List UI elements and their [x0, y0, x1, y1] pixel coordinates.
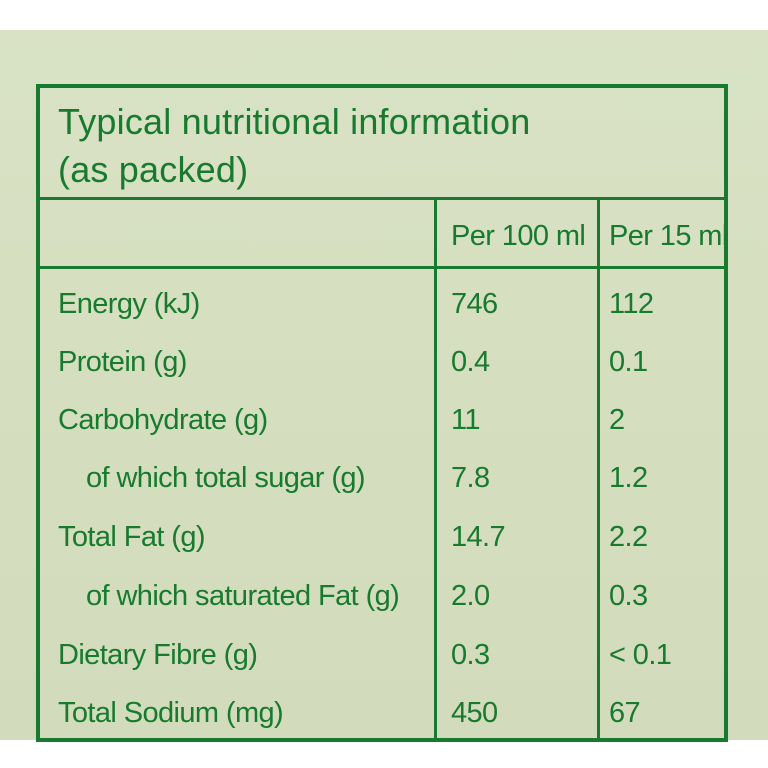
column-divider	[434, 200, 437, 738]
row-value-per-100ml: 450	[451, 697, 498, 729]
row-value-per-15ml: 0.3	[609, 580, 648, 612]
row-value-per-15ml: 0.1	[609, 346, 648, 378]
row-label: Protein (g)	[58, 346, 187, 378]
table-title: Typical nutritional information (as pack…	[40, 88, 724, 200]
header-per-100ml: Per 100 ml	[451, 220, 586, 252]
row-value-per-100ml: 11	[451, 404, 481, 436]
row-value-per-100ml: 0.3	[451, 639, 490, 671]
row-value-per-100ml: 7.8	[451, 462, 490, 494]
row-label: of which total sugar (g)	[86, 462, 366, 494]
row-label: Dietary Fibre (g)	[58, 639, 258, 671]
nutrition-table: Typical nutritional information (as pack…	[36, 84, 728, 742]
label-background: Typical nutritional information (as pack…	[0, 30, 768, 742]
row-value-per-15ml: 2	[609, 404, 625, 436]
row-value-per-15ml: 67	[609, 697, 641, 729]
row-value-per-15ml: 112	[609, 288, 654, 320]
row-value-per-100ml: 14.7	[451, 521, 506, 553]
row-label: Carbohydrate (g)	[58, 404, 268, 436]
header-per-15ml: Per 15 ml	[609, 220, 728, 252]
title-line-2: (as packed)	[58, 149, 249, 190]
row-label: of which saturated Fat (g)	[86, 580, 400, 612]
row-value-per-100ml: 746	[451, 288, 498, 320]
header-divider	[40, 266, 724, 269]
row-value-per-15ml: 1.2	[609, 462, 648, 494]
row-value-per-100ml: 2.0	[451, 580, 490, 612]
row-label: Total Sodium (mg)	[58, 697, 284, 729]
row-label: Total Fat (g)	[58, 521, 206, 553]
row-value-per-100ml: 0.4	[451, 346, 490, 378]
column-divider	[597, 200, 600, 738]
row-value-per-15ml: 2.2	[609, 521, 648, 553]
title-line-1: Typical nutritional information	[58, 101, 531, 142]
row-label: Energy (kJ)	[58, 288, 200, 320]
row-value-per-15ml: < 0.1	[609, 639, 672, 671]
